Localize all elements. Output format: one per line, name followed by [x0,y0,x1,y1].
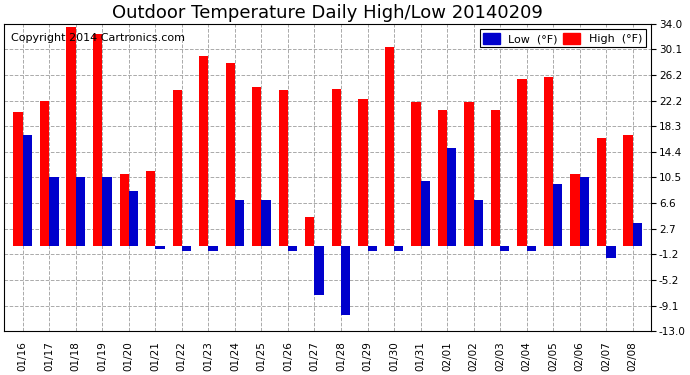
Bar [358,99,368,246]
Bar [146,171,155,246]
Bar [119,174,129,246]
Bar [172,90,182,246]
Bar [315,246,324,295]
Bar [553,184,562,246]
Bar [155,246,165,249]
Bar [102,177,112,246]
Bar [571,174,580,246]
Title: Outdoor Temperature Daily High/Low 20140209: Outdoor Temperature Daily High/Low 20140… [112,4,543,22]
Bar [385,46,394,246]
Bar [13,112,23,246]
Bar [332,89,341,246]
Bar [633,223,642,246]
Bar [580,177,589,246]
Bar [341,246,351,315]
Bar [526,246,536,251]
Bar [491,110,500,246]
Bar [23,135,32,246]
Bar [208,246,217,251]
Bar [226,63,235,246]
Legend: Low  (°F), High  (°F): Low (°F), High (°F) [480,29,646,47]
Bar [597,138,607,246]
Bar [252,87,262,246]
Bar [500,246,509,251]
Bar [76,177,85,246]
Bar [473,200,483,246]
Bar [421,181,430,246]
Bar [447,148,456,246]
Bar [235,200,244,246]
Bar [288,246,297,251]
Bar [129,190,138,246]
Bar [262,200,270,246]
Bar [544,77,553,246]
Bar [607,246,615,258]
Bar [49,177,59,246]
Bar [305,217,315,246]
Bar [438,110,447,246]
Bar [518,80,526,246]
Bar [394,246,404,251]
Bar [624,135,633,246]
Text: Copyright 2014 Cartronics.com: Copyright 2014 Cartronics.com [10,33,185,43]
Bar [368,246,377,251]
Bar [199,56,208,246]
Bar [40,101,49,246]
Bar [279,90,288,246]
Bar [66,27,76,246]
Bar [464,102,473,246]
Bar [93,33,102,246]
Bar [411,102,421,246]
Bar [182,246,191,251]
